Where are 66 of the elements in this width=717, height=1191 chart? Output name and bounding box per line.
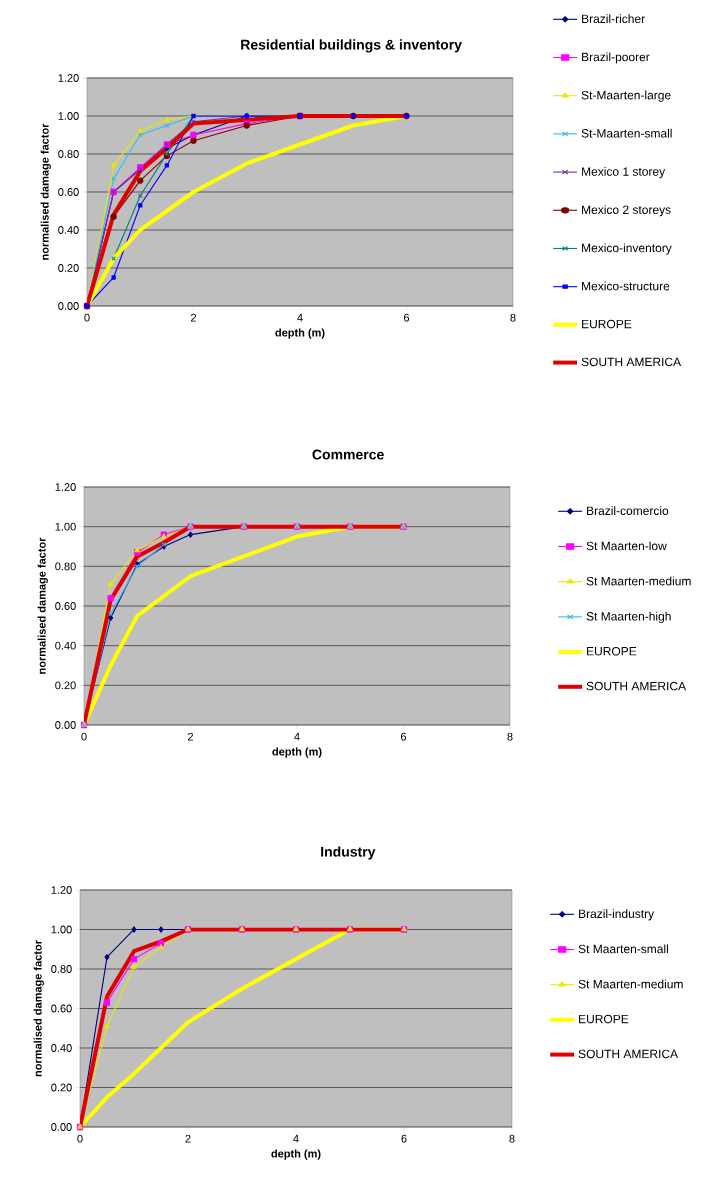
x-tick-label: 8: [509, 1134, 515, 1143]
x-tick-label: 2: [185, 1134, 191, 1143]
chart-title: Industry: [321, 846, 376, 860]
x-tick-label: 8: [510, 313, 516, 322]
y-tick-label: 0.60: [55, 602, 76, 610]
y-tick-label: 1.20: [51, 886, 72, 894]
x-tick-label: 4: [297, 313, 303, 322]
y-axis-title: normalised damage factor: [40, 123, 51, 260]
x-tick-label: 8: [507, 732, 513, 741]
y-tick-label: 0.60: [51, 1004, 72, 1013]
legend-label: Mexico 2 storeys: [582, 205, 671, 217]
legend-label: Brazil-poorer: [582, 52, 650, 64]
legend-label: EUROPE: [579, 1014, 629, 1024]
legend-label: SOUTH AMERICA: [578, 1049, 679, 1059]
y-tick-label: 1.20: [55, 483, 76, 491]
x-tick-label: 6: [403, 313, 410, 322]
chart-title: Commerce: [312, 449, 384, 460]
legend-label: St-Maarten-small: [581, 128, 672, 138]
legend-label: St Maarten-medium: [586, 576, 691, 586]
y-tick-label: 0.00: [55, 721, 76, 729]
y-tick-label: 0.00: [51, 1123, 72, 1131]
legend-label: EUROPE: [587, 646, 637, 656]
y-tick-label: 0.40: [58, 226, 79, 234]
legend-label: St Maarten-high: [586, 611, 671, 623]
y-tick-label: 0.20: [58, 264, 79, 272]
x-axis-title: depth (m): [275, 328, 325, 339]
y-tick-label: 0.00: [58, 302, 79, 310]
y-tick-label: 0.80: [51, 965, 72, 973]
y-tick-label: 0.80: [58, 150, 79, 158]
legend-label: St-Maarten-large: [581, 90, 671, 102]
legend-label: Brazil-industry: [579, 909, 655, 921]
x-tick-label: 0: [81, 732, 87, 741]
y-tick-label: 1.20: [58, 74, 79, 82]
x-tick-label: 6: [400, 732, 407, 741]
y-tick-label: 0.40: [55, 641, 76, 650]
legend-label: St Maarten-small: [578, 944, 668, 954]
legend-label: SOUTH AMERICA: [586, 681, 687, 691]
y-tick-label: 1.00: [55, 522, 76, 531]
legend-label: SOUTH AMERICA: [581, 357, 682, 367]
legend-label: Mexico-structure: [582, 281, 670, 291]
y-axis-title: normalised damage factor: [37, 537, 48, 674]
legend-label: St Maarten-low: [586, 541, 667, 551]
y-tick-label: 0.60: [58, 188, 79, 196]
y-tick-label: 0.20: [55, 681, 76, 690]
y-tick-label: 1.00: [51, 925, 72, 934]
legend-label: EUROPE: [582, 319, 632, 329]
chart-title: Residential buildings & inventory: [241, 39, 462, 53]
y-tick-label: 1.00: [58, 112, 79, 120]
y-tick-label: 0.20: [51, 1083, 72, 1092]
x-tick-label: 2: [187, 732, 193, 741]
x-tick-label: 0: [77, 1134, 83, 1143]
x-tick-label: 2: [190, 313, 196, 322]
legend-label: Mexico-inventory: [582, 243, 672, 255]
x-tick-label: 4: [293, 1134, 299, 1143]
x-tick-label: 4: [294, 732, 300, 741]
y-tick-label: 0.80: [55, 562, 76, 571]
x-tick-label: 6: [401, 1134, 407, 1143]
y-tick-label: 0.40: [51, 1044, 72, 1052]
legend-label: Brazil-richer: [582, 14, 645, 24]
legend-label: Brazil-comercio: [587, 506, 669, 515]
legend-label: Mexico 1 storey: [582, 167, 666, 179]
y-axis-title: normalised damage factor: [33, 940, 44, 1077]
x-axis-title: depth (m): [271, 1149, 321, 1160]
legend-label: St Maarten-medium: [578, 979, 683, 989]
x-tick-label: 0: [84, 313, 90, 322]
x-axis-title: depth (m): [272, 747, 322, 758]
